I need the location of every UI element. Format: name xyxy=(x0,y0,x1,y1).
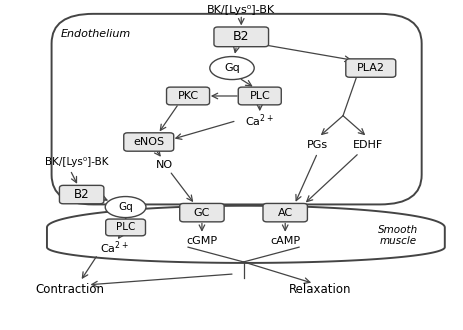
FancyBboxPatch shape xyxy=(106,219,145,236)
FancyBboxPatch shape xyxy=(166,87,209,105)
FancyBboxPatch shape xyxy=(179,204,224,222)
FancyBboxPatch shape xyxy=(345,59,395,77)
Text: EDHF: EDHF xyxy=(353,140,383,150)
FancyBboxPatch shape xyxy=(213,27,268,47)
Text: Smooth
muscle: Smooth muscle xyxy=(378,225,418,247)
FancyBboxPatch shape xyxy=(51,14,421,204)
Text: AC: AC xyxy=(277,208,292,218)
Ellipse shape xyxy=(105,197,146,217)
Text: cAMP: cAMP xyxy=(269,236,300,246)
Text: Gq: Gq xyxy=(224,63,239,73)
Text: BK/[Lys⁰]-BK: BK/[Lys⁰]-BK xyxy=(44,157,108,167)
Ellipse shape xyxy=(209,56,254,80)
FancyBboxPatch shape xyxy=(124,133,173,151)
FancyBboxPatch shape xyxy=(238,87,281,105)
Text: cGMP: cGMP xyxy=(186,236,217,246)
Text: PLC: PLC xyxy=(116,222,135,232)
Text: Endothelium: Endothelium xyxy=(60,29,131,39)
Text: NO: NO xyxy=(156,160,173,170)
Text: BK/[Lys⁰]-BK: BK/[Lys⁰]-BK xyxy=(207,5,275,15)
Text: B2: B2 xyxy=(232,30,249,43)
FancyBboxPatch shape xyxy=(59,185,104,204)
Text: B2: B2 xyxy=(74,188,89,201)
Text: Relaxation: Relaxation xyxy=(288,283,350,296)
Text: PGs: PGs xyxy=(307,140,327,150)
Text: PLA2: PLA2 xyxy=(356,63,384,73)
FancyBboxPatch shape xyxy=(263,204,307,222)
Text: Ca$^{2+}$: Ca$^{2+}$ xyxy=(245,112,274,129)
Text: Contraction: Contraction xyxy=(36,283,104,296)
Text: GC: GC xyxy=(194,208,210,218)
Text: Gq: Gq xyxy=(118,202,133,212)
Text: PLC: PLC xyxy=(249,91,269,101)
Text: Ca$^{2+}$: Ca$^{2+}$ xyxy=(100,240,128,256)
Polygon shape xyxy=(47,206,444,263)
Text: eNOS: eNOS xyxy=(133,137,164,147)
Text: PKC: PKC xyxy=(177,91,198,101)
